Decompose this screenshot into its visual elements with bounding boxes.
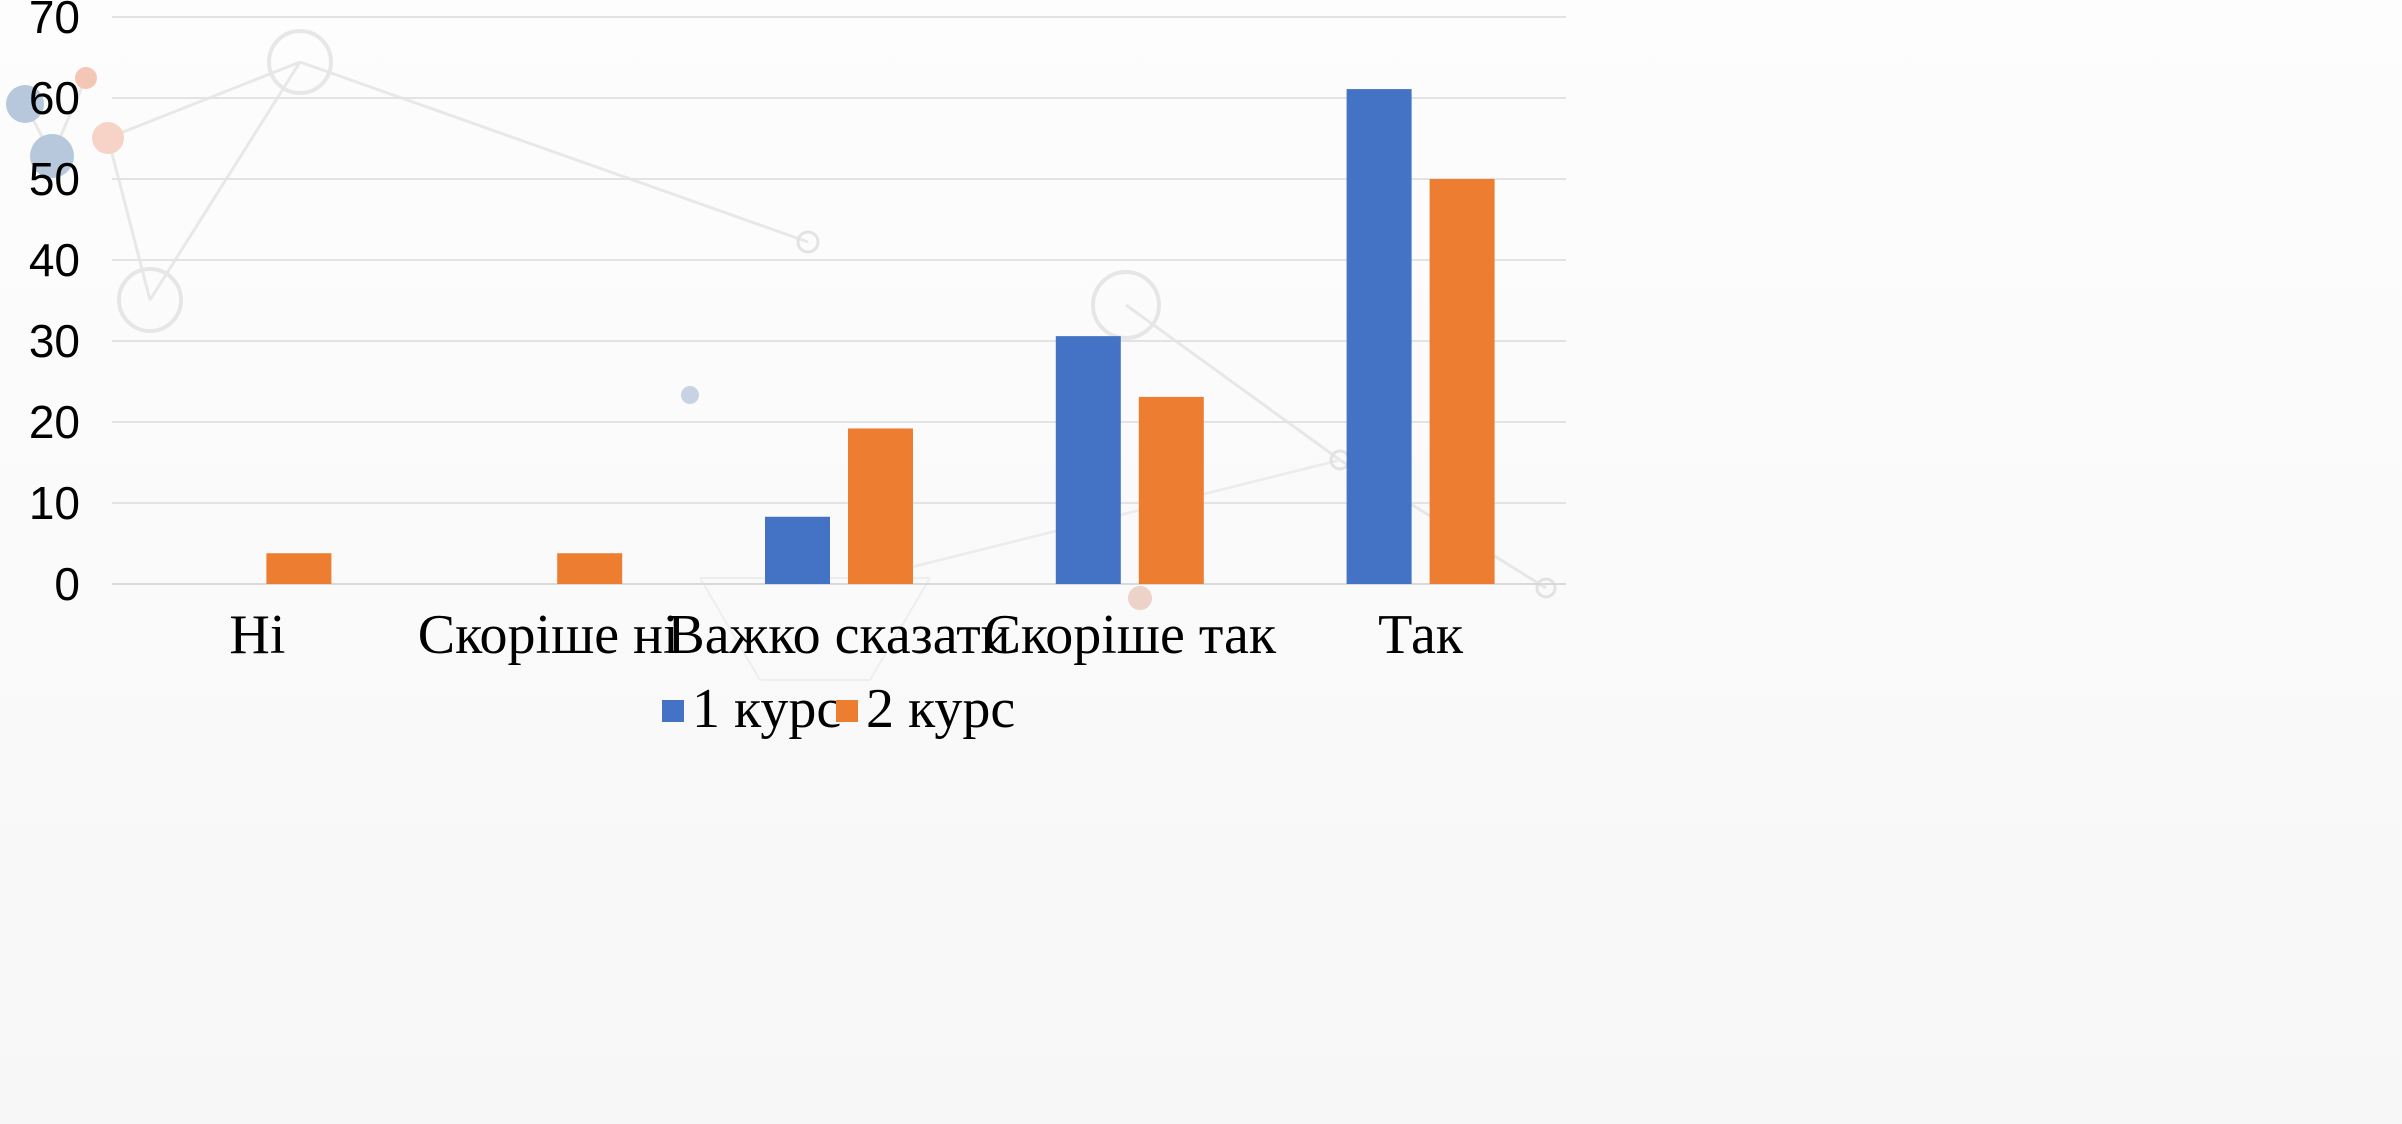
x-category-label: Так xyxy=(1378,604,1464,666)
x-category-label: Скоріше ні xyxy=(418,604,679,666)
legend-swatch xyxy=(662,700,684,722)
bar-2 xyxy=(848,428,913,584)
legend-label: 1 курс xyxy=(692,678,841,740)
x-category-label: Скоріше так xyxy=(984,604,1277,666)
y-tick-label: 50 xyxy=(29,153,80,205)
legend: 1 курс 2 курс xyxy=(662,678,1015,740)
gridlines xyxy=(112,16,1566,585)
y-tick-label: 0 xyxy=(54,558,80,610)
y-tick-label: 20 xyxy=(29,396,80,448)
bar-1 xyxy=(765,516,830,584)
y-axis-ticks: 0 10 20 30 40 50 60 70 xyxy=(29,0,80,610)
bar-2 xyxy=(1138,396,1204,584)
y-tick-label: 30 xyxy=(29,315,80,367)
legend-swatch xyxy=(836,700,858,722)
y-tick-label: 10 xyxy=(29,477,80,529)
bar-1 xyxy=(1055,336,1121,584)
bar-2 xyxy=(1429,179,1495,584)
bar-2 xyxy=(557,553,623,584)
bar-1 xyxy=(1346,89,1412,584)
x-category-label: Важко сказати xyxy=(667,604,1010,666)
y-tick-label: 40 xyxy=(29,234,80,286)
bar-2 xyxy=(266,553,332,584)
legend-label: 2 курс xyxy=(866,678,1015,740)
y-tick-label: 60 xyxy=(29,72,80,124)
background-network-decoration xyxy=(6,29,1557,681)
y-tick-label: 70 xyxy=(29,0,80,43)
x-category-label: Ні xyxy=(229,604,285,666)
bars xyxy=(266,89,1495,584)
